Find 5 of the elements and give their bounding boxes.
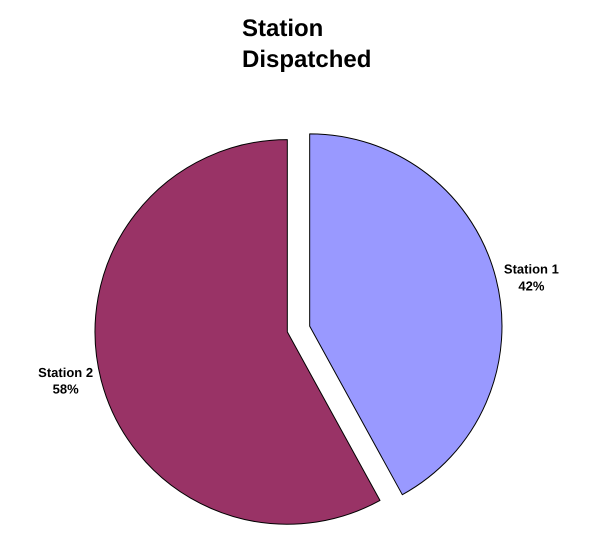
chart-title: Station Dispatched — [242, 15, 372, 74]
slice-label: Station 2 — [38, 364, 94, 380]
slice-label: Station 1 — [504, 261, 559, 276]
data-label: 58% — [52, 382, 80, 397]
data-label: 42% — [518, 278, 545, 294]
